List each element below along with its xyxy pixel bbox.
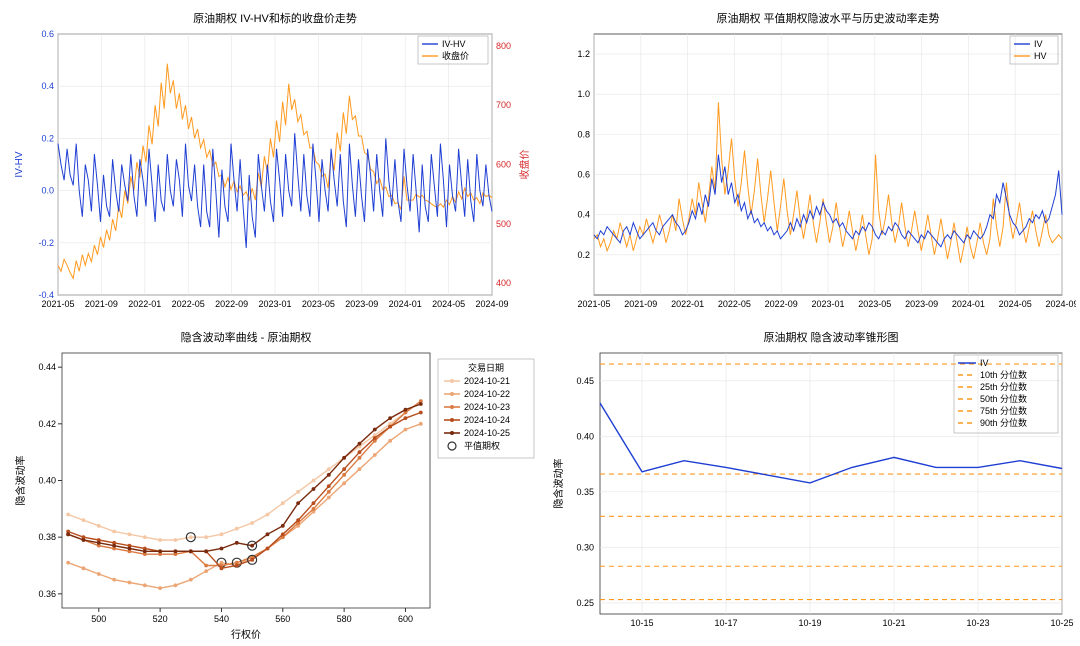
- svg-text:560: 560: [275, 614, 290, 624]
- svg-text:0.4: 0.4: [41, 81, 54, 91]
- svg-text:隐含波动率: 隐含波动率: [552, 459, 565, 509]
- svg-text:600: 600: [496, 160, 511, 170]
- svg-text:2024-10-22: 2024-10-22: [464, 389, 510, 399]
- svg-text:收盘价: 收盘价: [518, 150, 531, 180]
- svg-text:2021-09: 2021-09: [624, 299, 657, 309]
- svg-text:0.40: 0.40: [576, 431, 594, 441]
- svg-text:600: 600: [398, 614, 413, 624]
- svg-text:0.38: 0.38: [38, 532, 56, 542]
- svg-text:10-15: 10-15: [630, 618, 653, 628]
- chart-title: 原油期权 IV-HV和标的收盘价走势: [193, 11, 357, 25]
- svg-text:540: 540: [214, 614, 229, 624]
- svg-text:0.2: 0.2: [577, 250, 590, 260]
- svg-text:800: 800: [496, 41, 511, 51]
- svg-text:2024-09: 2024-09: [1045, 299, 1076, 309]
- svg-text:0.42: 0.42: [38, 419, 56, 429]
- svg-text:2022-05: 2022-05: [718, 299, 751, 309]
- svg-text:520: 520: [153, 614, 168, 624]
- svg-text:1.2: 1.2: [577, 49, 590, 59]
- svg-text:2021-09: 2021-09: [85, 299, 118, 309]
- svg-text:2022-01: 2022-01: [128, 299, 161, 309]
- svg-text:2023-09: 2023-09: [905, 299, 938, 309]
- svg-text:2024-10-23: 2024-10-23: [464, 402, 510, 412]
- svg-text:2024-01: 2024-01: [952, 299, 985, 309]
- svg-text:行权价: 行权价: [231, 628, 261, 641]
- svg-text:2023-05: 2023-05: [302, 299, 335, 309]
- svg-text:0.0: 0.0: [41, 186, 54, 196]
- svg-text:0.30: 0.30: [576, 542, 594, 552]
- svg-text:0.6: 0.6: [41, 29, 54, 39]
- svg-text:IV-HV: IV-HV: [442, 39, 466, 49]
- svg-text:10-23: 10-23: [966, 618, 989, 628]
- svg-text:HV: HV: [1034, 51, 1047, 61]
- svg-text:IV: IV: [980, 358, 989, 368]
- svg-text:2024-10-21: 2024-10-21: [464, 376, 510, 386]
- svg-text:2024-01: 2024-01: [389, 299, 422, 309]
- svg-text:2021-05: 2021-05: [41, 299, 74, 309]
- chart-title: 隐含波动率曲线 - 原油期权: [181, 330, 312, 344]
- svg-text:2022-09: 2022-09: [765, 299, 798, 309]
- svg-text:500: 500: [91, 614, 106, 624]
- svg-text:50th 分位数: 50th 分位数: [980, 393, 1027, 404]
- svg-text:2024-05: 2024-05: [432, 299, 465, 309]
- svg-text:2024-05: 2024-05: [999, 299, 1032, 309]
- svg-text:0.6: 0.6: [577, 170, 590, 180]
- svg-text:-0.2: -0.2: [38, 238, 54, 248]
- svg-text:2024-10-25: 2024-10-25: [464, 428, 510, 438]
- svg-text:2023-01: 2023-01: [811, 299, 844, 309]
- svg-text:收盘价: 收盘价: [442, 50, 469, 61]
- chart-title: 原油期权 隐含波动率锥形图: [763, 330, 898, 344]
- svg-text:平值期权: 平值期权: [464, 440, 500, 451]
- svg-text:IV-HV: IV-HV: [14, 151, 25, 177]
- svg-text:2023-01: 2023-01: [258, 299, 291, 309]
- svg-text:2021-05: 2021-05: [577, 299, 610, 309]
- svg-text:2022-01: 2022-01: [671, 299, 704, 309]
- svg-text:隐含波动率: 隐含波动率: [14, 456, 27, 506]
- svg-text:2022-05: 2022-05: [172, 299, 205, 309]
- svg-text:2024-09: 2024-09: [475, 299, 508, 309]
- svg-text:400: 400: [496, 278, 511, 288]
- svg-text:IV: IV: [1034, 39, 1043, 49]
- svg-text:10-21: 10-21: [882, 618, 905, 628]
- svg-text:0.40: 0.40: [38, 476, 56, 486]
- svg-text:交易日期: 交易日期: [468, 362, 504, 373]
- panel-bottom-right: 原油期权 隐含波动率锥形图 0.25 0.30 0.35 0.40 0.45 隐含波动率 10…: [544, 327, 1076, 642]
- svg-text:2022-09: 2022-09: [215, 299, 248, 309]
- svg-text:10-19: 10-19: [798, 618, 821, 628]
- svg-text:0.25: 0.25: [576, 598, 594, 608]
- panel-top-right: 原油期权 平值期权隐波水平与历史波动率走势 0.2 0.4 0.6 0.8 1.0 1.2 2…: [544, 8, 1076, 323]
- svg-text:0.35: 0.35: [576, 487, 594, 497]
- svg-text:0.45: 0.45: [576, 376, 594, 386]
- svg-text:700: 700: [496, 100, 511, 110]
- svg-text:0.44: 0.44: [38, 362, 56, 372]
- panel-top-left: 原油期权 IV-HV和标的收盘价走势-0.4-0.20.00.20.40.640…: [8, 8, 540, 323]
- svg-text:90th 分位数: 90th 分位数: [980, 417, 1027, 428]
- svg-text:25th 分位数: 25th 分位数: [980, 381, 1027, 392]
- chart-title: 原油期权 平值期权隐波水平与历史波动率走势: [716, 11, 939, 25]
- svg-text:500: 500: [496, 219, 511, 229]
- svg-text:0.36: 0.36: [38, 589, 56, 599]
- svg-text:580: 580: [337, 614, 352, 624]
- svg-text:10th 分位数: 10th 分位数: [980, 369, 1027, 380]
- svg-text:10-17: 10-17: [714, 618, 737, 628]
- svg-text:0.2: 0.2: [41, 133, 54, 143]
- svg-text:0.4: 0.4: [577, 210, 590, 220]
- svg-text:10-25: 10-25: [1050, 618, 1073, 628]
- svg-text:2023-05: 2023-05: [858, 299, 891, 309]
- svg-text:75th 分位数: 75th 分位数: [980, 405, 1027, 416]
- panel-bottom-left: 隐含波动率曲线 - 原油期权 0.36 0.38 0.40 0.42 0.44 500 520…: [8, 327, 540, 642]
- svg-text:0.8: 0.8: [577, 129, 590, 139]
- svg-text:1.0: 1.0: [577, 89, 590, 99]
- svg-text:2023-09: 2023-09: [345, 299, 378, 309]
- svg-text:2024-10-24: 2024-10-24: [464, 415, 510, 425]
